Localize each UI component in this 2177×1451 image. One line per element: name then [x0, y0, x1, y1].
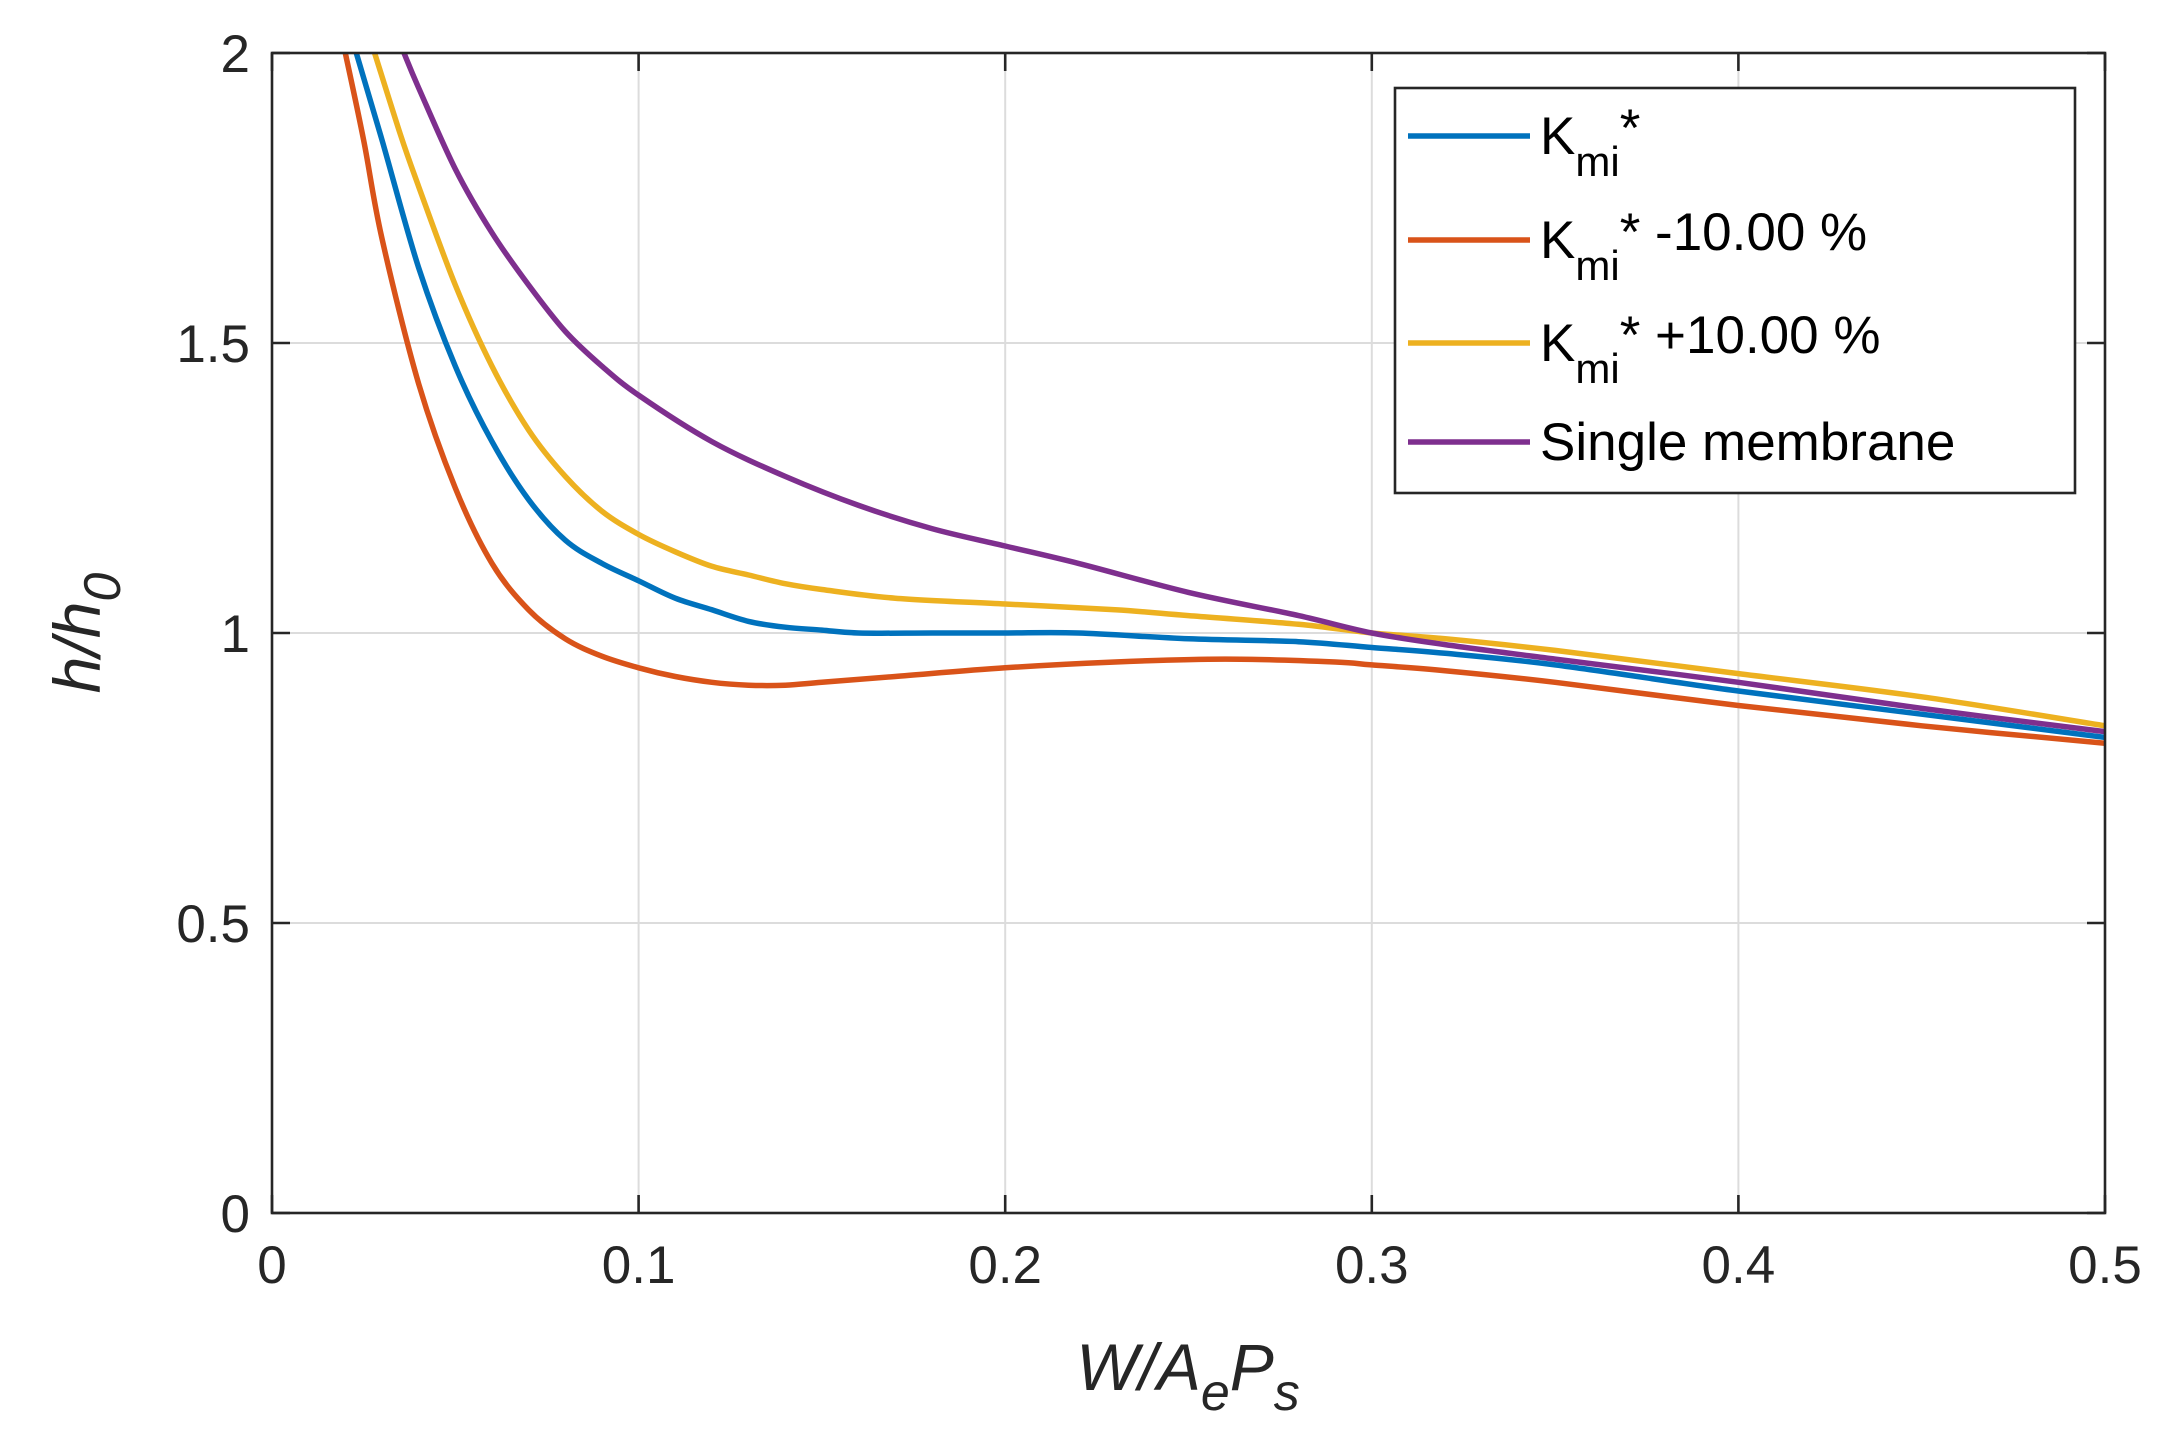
y-tick-label: 2 [221, 25, 250, 84]
legend-label-kmi-10-00: Kmi* -10.00 % [1540, 203, 1867, 289]
x-tick-label: 0.3 [1335, 1236, 1409, 1295]
series-line-single-membrane [401, 53, 2105, 735]
y-axis-label: h/h0 [40, 573, 132, 694]
x-tick-label: 0 [257, 1236, 286, 1295]
axis-ticks: 0 0.1 0.2 0.3 0.4 0.5 0 0.5 1 1.5 2 [176, 25, 2142, 1295]
x-axis-label: W/AePs [1076, 1330, 1300, 1422]
series-lines [342, 53, 2105, 746]
x-tick-label: 0.1 [602, 1236, 676, 1295]
y-tick-label: 0 [221, 1185, 250, 1244]
series-line-kmi-10-00 [342, 53, 2105, 746]
y-tick-label: 0.5 [176, 895, 250, 954]
legend-label-kmi-10-00: Kmi* +10.00 % [1540, 306, 1880, 392]
series-line-kmi-10-00 [371, 53, 2105, 729]
y-tick-label: 1 [221, 605, 250, 664]
x-tick-label: 0.4 [1702, 1236, 1776, 1295]
series-line-kmi [353, 53, 2105, 741]
legend: Kmi* Kmi* -10.00 % Kmi* +10.00 % Single mem… [1393, 86, 2077, 495]
x-tick-label: 0.2 [968, 1236, 1042, 1295]
legend-label-kmi: Kmi* [1540, 99, 1640, 185]
legend-label-single-membrane: Single membrane [1540, 413, 1955, 472]
legend-box [1393, 86, 2077, 495]
x-tick-label: 0.5 [2068, 1236, 2142, 1295]
y-tick-label: 1.5 [176, 315, 250, 374]
